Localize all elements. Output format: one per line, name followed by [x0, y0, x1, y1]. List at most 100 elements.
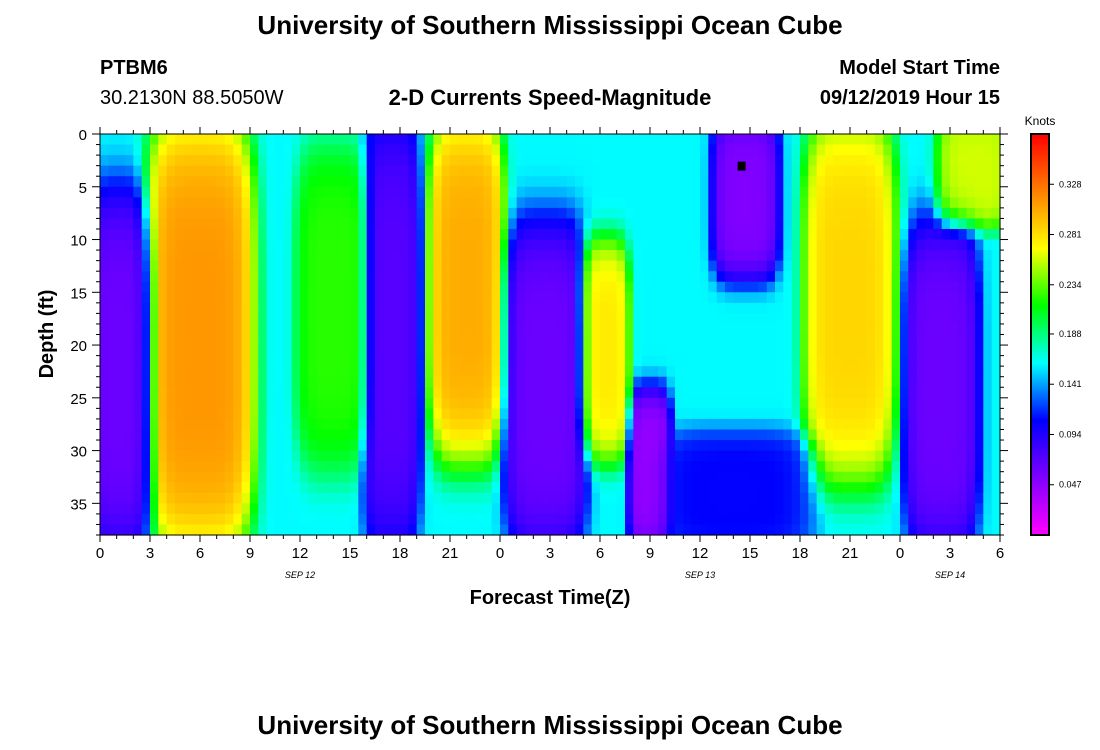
heatmap-cell [608, 207, 618, 220]
heatmap-cell [116, 376, 126, 388]
heatmap-cell [883, 228, 893, 241]
heatmap-cell [991, 513, 1001, 526]
heatmap-cell [458, 165, 468, 177]
heatmap-cell [466, 408, 476, 420]
heatmap-cell [941, 345, 951, 357]
heatmap-cell [825, 355, 834, 367]
heatmap-cell [925, 345, 934, 357]
heatmap-cell [158, 134, 168, 146]
heatmap-cell [125, 387, 134, 399]
heatmap-cell [416, 292, 426, 304]
heatmap-cell [575, 281, 584, 293]
heatmap-cell [975, 376, 984, 388]
heatmap-cell [691, 355, 701, 367]
heatmap-cell [833, 281, 843, 293]
heatmap-cell [508, 345, 518, 357]
heatmap-cell [666, 323, 676, 336]
heatmap-cell [333, 144, 343, 156]
heatmap-cell [266, 408, 276, 420]
heatmap-cell [291, 281, 301, 293]
heatmap-cell [700, 197, 709, 209]
heatmap-cell [108, 355, 118, 367]
heatmap-cell [683, 482, 693, 494]
heatmap-cell [608, 524, 618, 536]
heatmap-cell [200, 186, 209, 198]
heatmap-cell [241, 218, 251, 230]
heatmap-cell [358, 302, 368, 314]
heatmap-cell [491, 461, 501, 473]
heatmap-cell [308, 260, 318, 272]
heatmap-cell [833, 524, 843, 536]
heatmap-cell [291, 503, 301, 515]
heatmap-cell [875, 323, 884, 336]
heatmap-cell [675, 323, 684, 336]
heatmap-cell [158, 440, 168, 452]
heatmap-cell [533, 228, 543, 241]
heatmap-cell [125, 228, 134, 241]
heatmap-cell [800, 503, 809, 515]
heatmap-cell [491, 397, 501, 409]
heatmap-cell [958, 408, 968, 420]
heatmap-cell [125, 450, 134, 462]
heatmap-cell [883, 250, 893, 262]
heatmap-cell [116, 461, 126, 473]
heatmap-cell [550, 355, 559, 367]
heatmap-cell [916, 524, 926, 536]
heatmap-cell [216, 197, 226, 209]
heatmap-cell [425, 207, 434, 220]
heatmap-cell [325, 292, 334, 304]
heatmap-cell [858, 429, 868, 441]
heatmap-cell [691, 228, 701, 241]
heatmap-cell [700, 323, 709, 336]
heatmap-cell [966, 524, 976, 536]
heatmap-cell [208, 302, 218, 314]
heatmap-cell [675, 134, 684, 146]
heatmap-cell [208, 408, 218, 420]
heatmap-cell [341, 144, 351, 156]
heatmap-cell [741, 176, 751, 188]
heatmap-cell [708, 218, 718, 230]
heatmap-cell [166, 302, 176, 314]
heatmap-cell [108, 461, 118, 473]
heatmap-cell [516, 197, 526, 209]
heatmap-cell [183, 397, 193, 409]
heatmap-cell [441, 429, 451, 441]
heatmap-cell [666, 482, 676, 494]
heatmap-cell [825, 250, 834, 262]
heatmap-cell [600, 387, 609, 399]
heatmap-cell [866, 503, 876, 515]
heatmap-cell [158, 418, 168, 431]
heatmap-cell [766, 165, 776, 177]
heatmap-cell [583, 271, 593, 283]
heatmap-cell [966, 355, 976, 367]
colorbar-tick-label: 0.281 [1059, 230, 1082, 240]
heatmap-cell [883, 292, 893, 304]
heatmap-cell [275, 387, 284, 399]
heatmap-cell [233, 186, 243, 198]
heatmap-cell [216, 387, 226, 399]
heatmap-cell [825, 207, 834, 220]
heatmap-cell [600, 524, 609, 536]
heatmap-cell [700, 155, 709, 167]
heatmap-cell [308, 281, 318, 293]
heatmap-cell [208, 292, 218, 304]
heatmap-cell [175, 450, 184, 462]
heatmap-cell [466, 271, 476, 283]
heatmap-cell [191, 292, 201, 304]
heatmap-cell [141, 450, 151, 462]
heatmap-cell [591, 260, 601, 272]
heatmap-cell [583, 281, 593, 293]
heatmap-cell [316, 334, 326, 346]
heatmap-cell [441, 334, 451, 346]
heatmap-cell [750, 302, 759, 314]
heatmap-cell [291, 513, 301, 526]
heatmap-cell [300, 260, 309, 272]
heatmap-cell [991, 429, 1001, 441]
heatmap-cell [316, 281, 326, 293]
heatmap-cell [625, 418, 634, 431]
heatmap-cell [191, 334, 201, 346]
heatmap-cell [241, 418, 251, 431]
heatmap-cell [350, 155, 359, 167]
heatmap-cell [908, 292, 918, 304]
heatmap-cell [791, 134, 801, 146]
